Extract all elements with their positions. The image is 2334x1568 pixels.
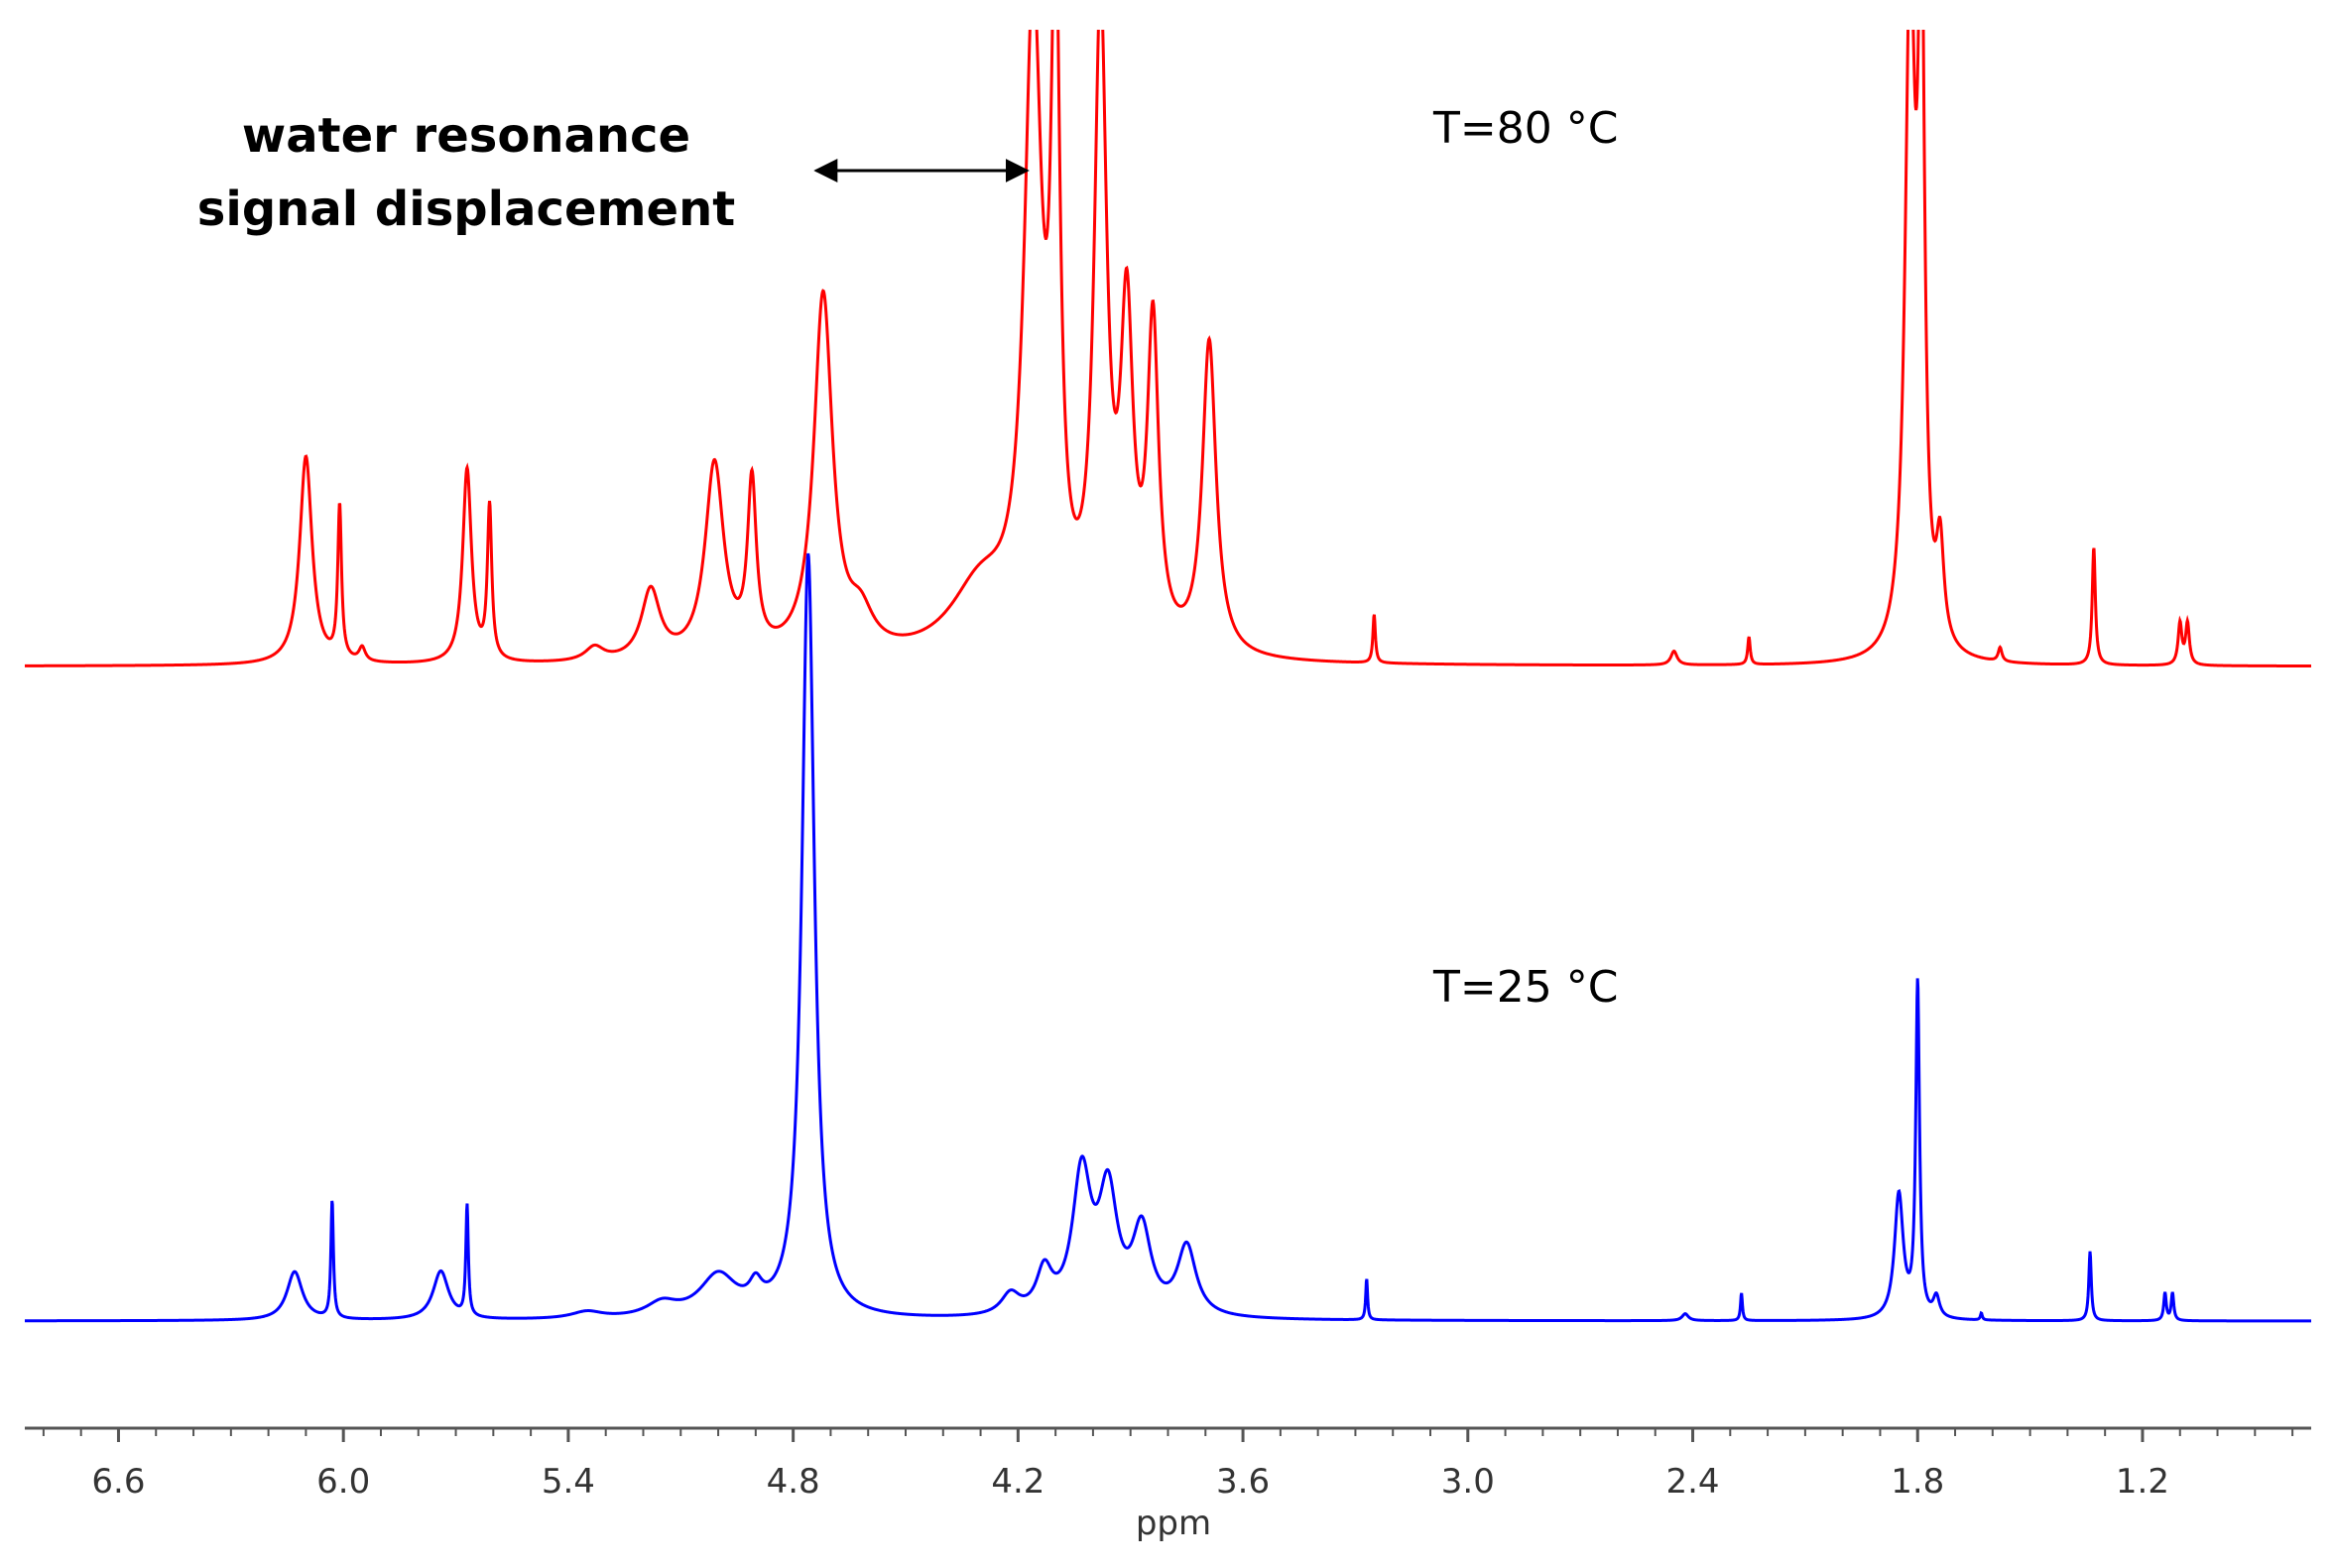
- x-axis-title: ppm: [1136, 1504, 1211, 1543]
- x-tick-label: 4.2: [991, 1462, 1044, 1502]
- series-line-t80: [25, 30, 2311, 668]
- x-axis-tick-labels: 6.6 6.0 5.4 4.8 4.2 3.6 3.0 2.4 1.8 1.2: [91, 1462, 2169, 1502]
- x-tick-label: 6.0: [316, 1462, 370, 1502]
- x-tick-label: 1.8: [1891, 1462, 1944, 1502]
- series-line-t25: [25, 552, 2311, 1323]
- water-annotation-line1: water resonance: [241, 108, 691, 164]
- x-tick-label: 3.0: [1441, 1462, 1495, 1502]
- x-tick-label: 5.4: [542, 1462, 595, 1502]
- water-annotation-line2: signal displacement: [196, 181, 736, 237]
- x-tick-label: 6.6: [91, 1462, 145, 1502]
- x-tick-label: 1.2: [2116, 1462, 2169, 1502]
- x-tick-label: 4.8: [767, 1462, 820, 1502]
- x-tick-label: 2.4: [1665, 1462, 1719, 1502]
- water-displacement-annotation: water resonance signal displacement: [179, 99, 754, 246]
- x-tick-label: 3.6: [1216, 1462, 1270, 1502]
- label-t25: T=25 °C: [1433, 962, 1619, 1013]
- x-axis-ticks: [42, 1428, 2294, 1442]
- label-t80: T=80 °C: [1433, 103, 1619, 154]
